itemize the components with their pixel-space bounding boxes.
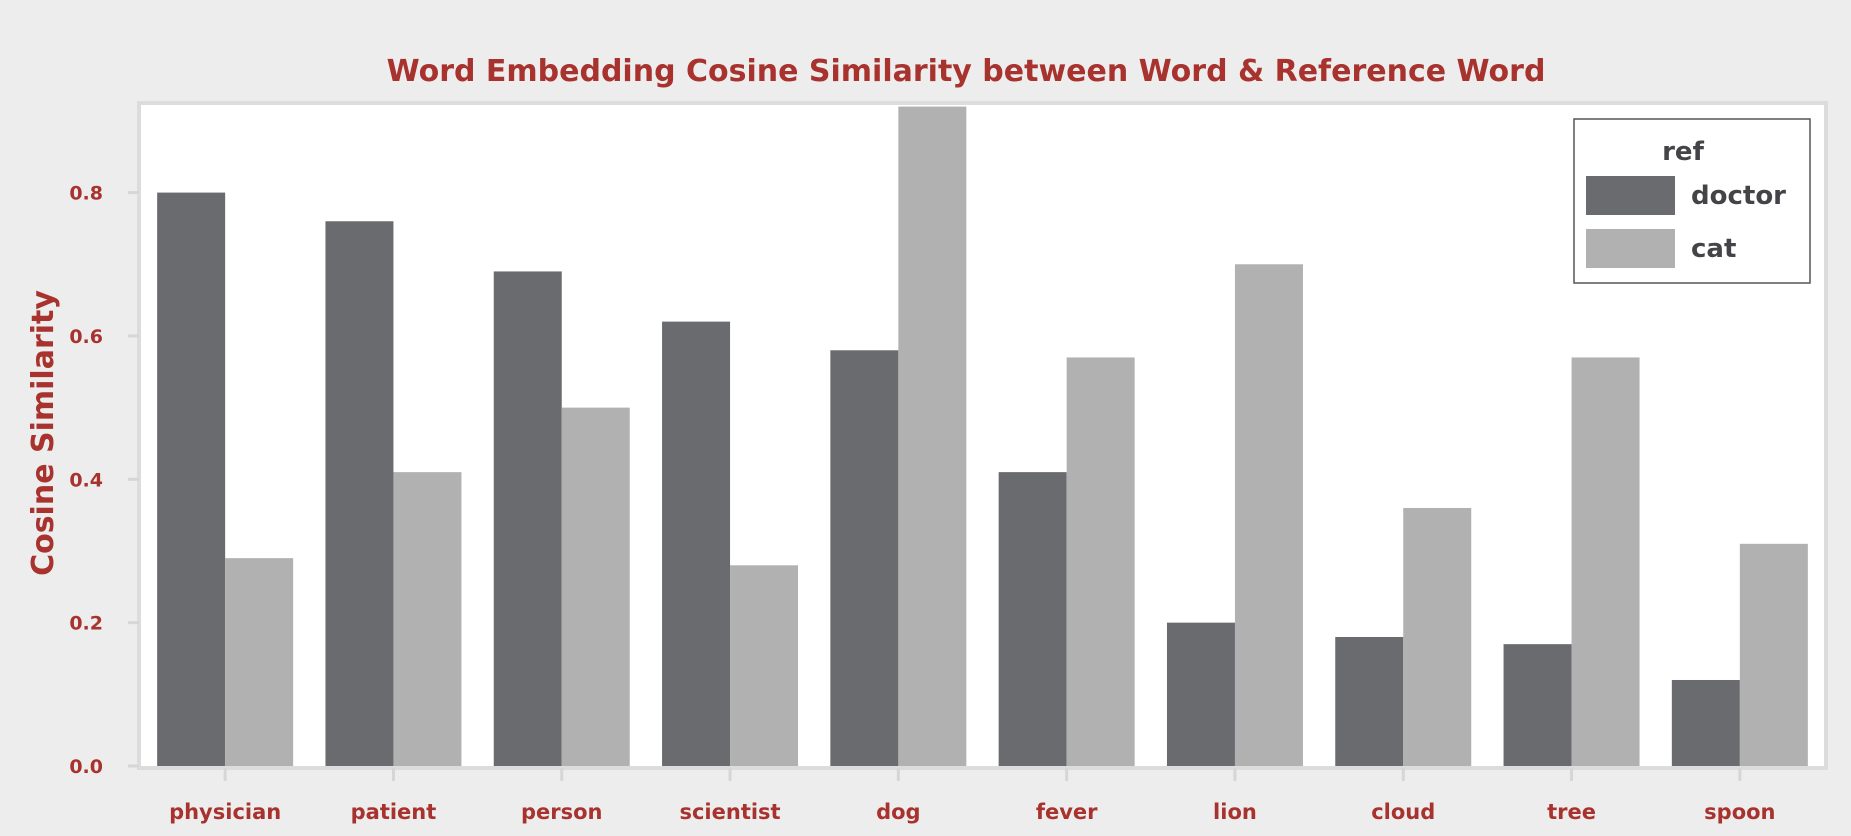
y-tick-label: 0.2 bbox=[69, 613, 103, 635]
bar-cat-scientist bbox=[730, 565, 799, 766]
x-axis: physician patient person scientist dog fever l… bbox=[169, 768, 1776, 824]
legend-title: ref bbox=[1662, 137, 1704, 167]
bar-cat-spoon bbox=[1739, 543, 1808, 766]
x-tick-label: person bbox=[521, 800, 603, 824]
bar-doctor-person bbox=[493, 271, 562, 766]
bar-cat-fever bbox=[1066, 357, 1135, 766]
y-tick-label: 0.8 bbox=[69, 183, 103, 205]
bar-cat-cloud bbox=[1403, 507, 1472, 766]
y-tick-label: 0.0 bbox=[69, 756, 103, 778]
x-tick-label: patient bbox=[351, 800, 437, 824]
bar-cat-patient bbox=[393, 472, 462, 766]
bar-cat-dog bbox=[898, 106, 967, 766]
legend-swatch-cat bbox=[1586, 229, 1675, 268]
legend-label-doctor: doctor bbox=[1691, 181, 1786, 211]
legend: ref doctor cat bbox=[1573, 118, 1811, 284]
bar-cat-lion bbox=[1234, 264, 1303, 766]
x-tick-label: dog bbox=[876, 800, 921, 824]
y-tick-label: 0.6 bbox=[69, 326, 103, 348]
bar-doctor-cloud bbox=[1335, 636, 1404, 766]
bar-cat-physician bbox=[225, 558, 294, 766]
bar-doctor-patient bbox=[325, 221, 394, 766]
bar-cat-tree bbox=[1571, 357, 1640, 766]
x-tick-label: fever bbox=[1036, 800, 1098, 824]
legend-label-cat: cat bbox=[1691, 234, 1736, 264]
bar-doctor-scientist bbox=[662, 321, 731, 766]
bar-doctor-spoon bbox=[1671, 679, 1740, 766]
x-tick-label: scientist bbox=[679, 800, 780, 824]
x-tick-label: lion bbox=[1213, 800, 1257, 824]
x-tick-label: cloud bbox=[1371, 800, 1435, 824]
bar-doctor-physician bbox=[157, 192, 226, 766]
bars bbox=[157, 106, 1808, 766]
bar-doctor-fever bbox=[998, 472, 1067, 766]
y-axis: 0.0 0.2 0.4 0.6 0.8 bbox=[69, 183, 139, 778]
x-tick-label: tree bbox=[1547, 800, 1596, 824]
x-tick-label: physician bbox=[169, 800, 281, 824]
y-tick-label: 0.4 bbox=[69, 469, 103, 491]
chart-title: Word Embedding Cosine Similarity between… bbox=[387, 54, 1546, 89]
bar-doctor-lion bbox=[1166, 622, 1235, 766]
bar-cat-person bbox=[561, 407, 630, 766]
bar-doctor-tree bbox=[1503, 644, 1572, 766]
legend-swatch-doctor bbox=[1586, 176, 1675, 215]
bar-doctor-dog bbox=[830, 350, 899, 766]
x-tick-label: spoon bbox=[1704, 800, 1775, 824]
y-axis-title: Cosine Similarity bbox=[26, 290, 61, 576]
